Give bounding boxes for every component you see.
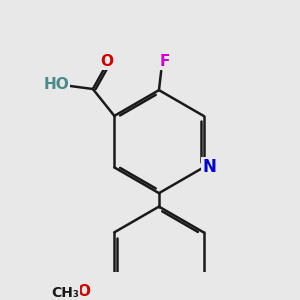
Text: N: N [202, 158, 216, 176]
Text: CH₃: CH₃ [51, 286, 79, 300]
Text: F: F [159, 54, 169, 69]
Text: HO: HO [43, 77, 69, 92]
Text: O: O [77, 284, 90, 299]
Text: O: O [100, 54, 113, 69]
